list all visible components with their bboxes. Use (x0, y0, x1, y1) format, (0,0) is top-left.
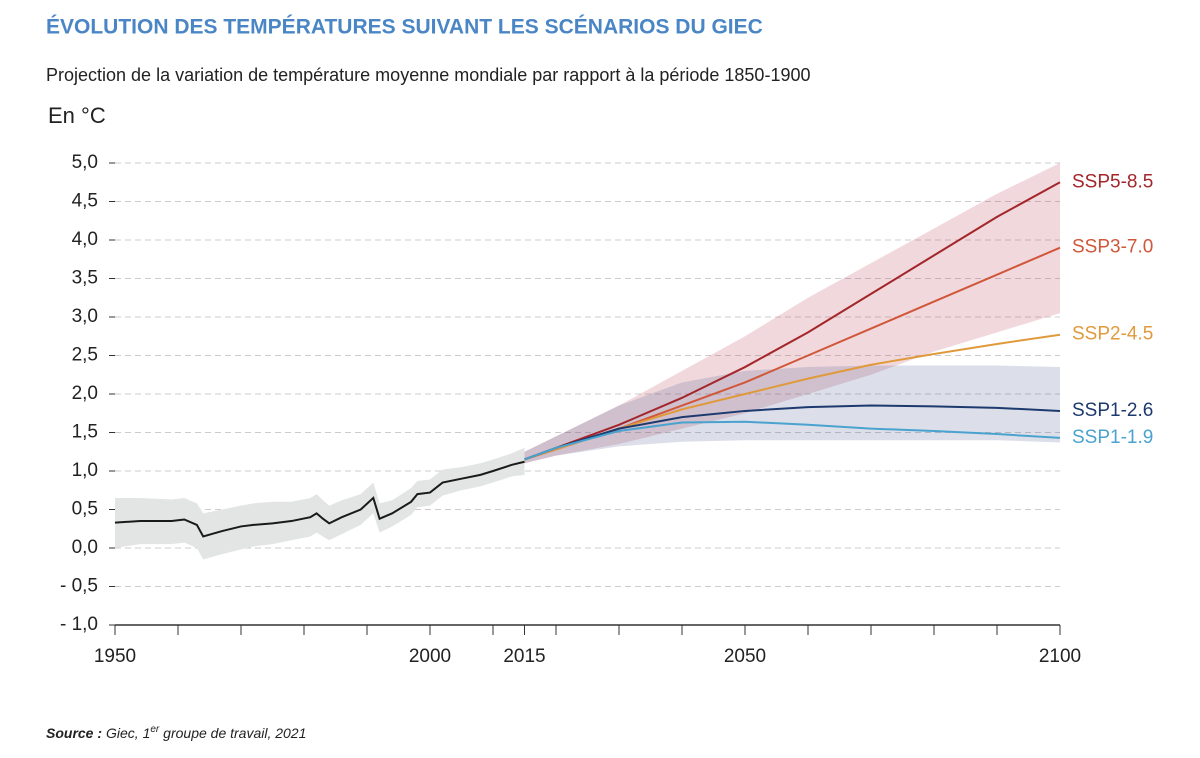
scenario-band (524, 365, 1060, 464)
series-line (524, 404, 1061, 461)
history-line (114, 460, 525, 538)
legend-label: SSP1-2.6 (1072, 400, 1153, 421)
source-sup: er (150, 724, 160, 735)
y-tick-label: 1,5 (72, 422, 98, 443)
y-tick-label: 2,0 (72, 383, 98, 404)
legend-label: SSP2-4.5 (1072, 324, 1153, 345)
history-band (115, 447, 525, 560)
chart-title: ÉVOLUTION DES TEMPÉRATURES SUIVANT LES S… (46, 16, 763, 39)
y-tick-label: - 1,0 (60, 614, 98, 635)
x-tick-label: 1950 (94, 646, 136, 667)
x-tick-label: 2000 (409, 646, 451, 667)
source: Source : Giec, 1er groupe de travail, 202… (46, 724, 306, 741)
y-tick-label: 5,0 (72, 152, 98, 173)
x-tick-label: 2050 (724, 646, 766, 667)
scenario-band (524, 163, 1060, 464)
y-tick-label: 0,0 (72, 537, 98, 558)
x-tick-label: 2015 (503, 646, 545, 667)
y-tick-label: 0,5 (72, 499, 98, 520)
y-tick-label: 4,0 (72, 229, 98, 250)
series-line (524, 181, 1061, 461)
x-tick-label: 2100 (1039, 646, 1081, 667)
legend-label: SSP3-7.0 (1072, 237, 1153, 258)
legend-label: SSP5-8.5 (1072, 171, 1153, 192)
source-text: groupe de travail, 2021 (159, 725, 306, 741)
series-line (524, 420, 1061, 461)
y-tick-label: 2,5 (72, 345, 98, 366)
y-tick-label: 4,5 (72, 191, 98, 212)
subtitle: Projection de la variation de températur… (46, 65, 810, 85)
y-tick-label: - 0,5 (60, 576, 98, 597)
y-unit: En °C (48, 103, 106, 128)
y-tick-label: 1,0 (72, 460, 98, 481)
source-label: Source : (46, 725, 102, 741)
y-tick-label: 3,0 (72, 306, 98, 327)
y-tick-label: 3,5 (72, 268, 98, 289)
source-text: Giec, 1 (106, 725, 150, 741)
legend-label: SSP1-1.9 (1072, 427, 1153, 448)
